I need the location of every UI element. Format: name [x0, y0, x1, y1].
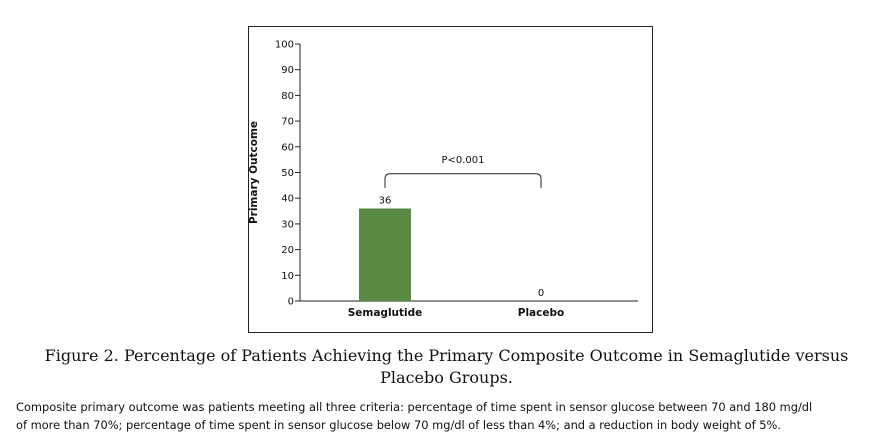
y-tick-label: 10 — [281, 271, 294, 282]
y-tick-label: 0 — [288, 297, 294, 308]
caption-text-line-1: Composite primary outcome was patients m… — [16, 400, 813, 414]
p-value-annotation: P<0.001 — [441, 155, 484, 166]
y-tick-label: 70 — [281, 117, 294, 128]
bar-chart: 0102030405060708090100Percentage of Pati… — [249, 40, 638, 319]
y-tick-label: 60 — [281, 142, 294, 153]
x-tick-label: Semaglutide — [348, 307, 423, 319]
figure-caption-title: Figure 2. Percentage of Patients Achievi… — [20, 345, 873, 389]
figure-caption-text: Composite primary outcome was patients m… — [16, 398, 886, 434]
y-tick-label: 20 — [281, 245, 294, 256]
bar-semaglutide — [359, 208, 411, 301]
caption-text-line-2: of more than 70%; percentage of time spe… — [16, 418, 781, 432]
caption-title-line-2: Placebo Groups. — [380, 368, 513, 387]
data-label: 0 — [538, 288, 544, 299]
caption-title-line-1: Figure 2. Percentage of Patients Achievi… — [44, 346, 849, 365]
significance-bracket — [384, 173, 542, 188]
y-tick-label: 100 — [275, 40, 294, 51]
y-tick-label: 50 — [281, 168, 294, 179]
x-tick-label: Placebo — [518, 307, 564, 319]
y-tick-label: 30 — [281, 219, 294, 230]
y-tick-label: 80 — [281, 91, 294, 102]
y-tick-label: 40 — [281, 194, 294, 205]
y-axis-title-line: Primary Outcome — [249, 121, 260, 224]
chart-frame: 0102030405060708090100Percentage of Pati… — [248, 26, 653, 333]
y-tick-label: 90 — [281, 65, 294, 76]
data-label: 36 — [379, 195, 392, 206]
